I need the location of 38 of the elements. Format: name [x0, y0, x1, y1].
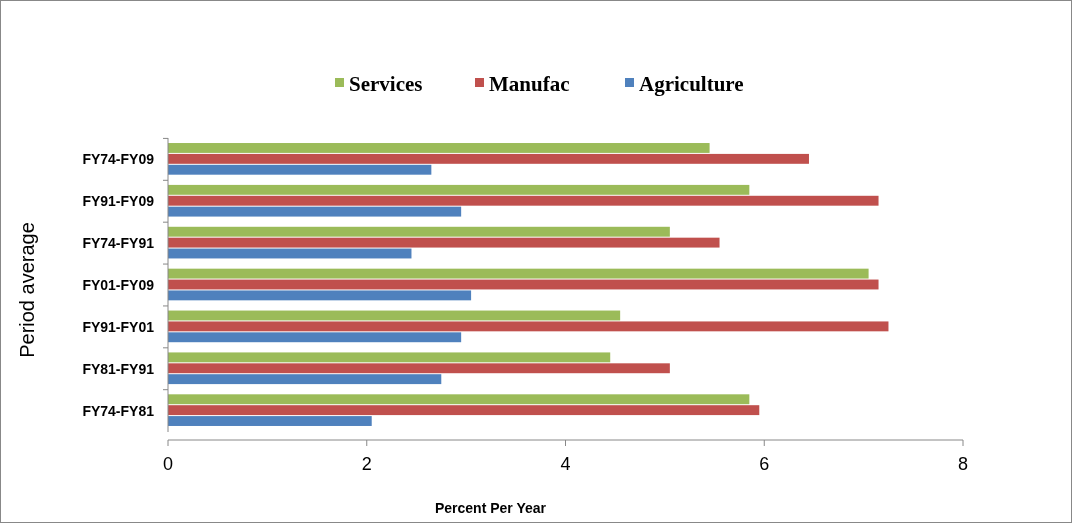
y-axis-title: Period average: [16, 222, 38, 358]
y-tick-label: FY74-FY81: [82, 402, 155, 419]
y-tick-label: FY74-FY91: [82, 235, 155, 252]
bar: [168, 352, 611, 363]
y-tick-label: FY81-FY91: [82, 360, 155, 377]
x-tick-label: 4: [560, 454, 571, 474]
bar: [168, 268, 869, 279]
bar: [168, 332, 462, 343]
x-tick-label: 0: [162, 454, 174, 474]
x-axis-title: Percent Per Year: [434, 500, 547, 516]
legend-label: Agriculture: [639, 72, 744, 96]
bar: [168, 290, 472, 301]
bar: [168, 279, 879, 290]
bar: [168, 143, 710, 153]
legend-label: Manufac: [489, 72, 570, 96]
bar: [168, 226, 670, 237]
bar: [168, 153, 809, 164]
bar: [168, 195, 879, 206]
y-tick-label: FY01-FY09: [82, 277, 155, 293]
bar: [168, 184, 750, 195]
y-tick-label: FY74-FY09: [82, 151, 155, 168]
bar: [168, 206, 462, 217]
bar: [168, 416, 372, 426]
y-tick-label: FY91-FY09: [82, 193, 155, 210]
bar: [168, 248, 412, 259]
x-tick-label: 6: [759, 454, 770, 474]
bar: [168, 237, 720, 248]
bar: [168, 310, 621, 321]
legend-label: Services: [349, 72, 423, 96]
bar: [168, 394, 750, 405]
x-tick-label: 8: [957, 454, 969, 474]
bar: [168, 321, 889, 332]
bar: [168, 405, 760, 416]
y-tick-label: FY91-FY01: [82, 318, 155, 335]
bar: [168, 374, 442, 385]
bar: [168, 363, 670, 374]
x-tick-label: 2: [361, 454, 372, 474]
bar: [168, 164, 432, 175]
